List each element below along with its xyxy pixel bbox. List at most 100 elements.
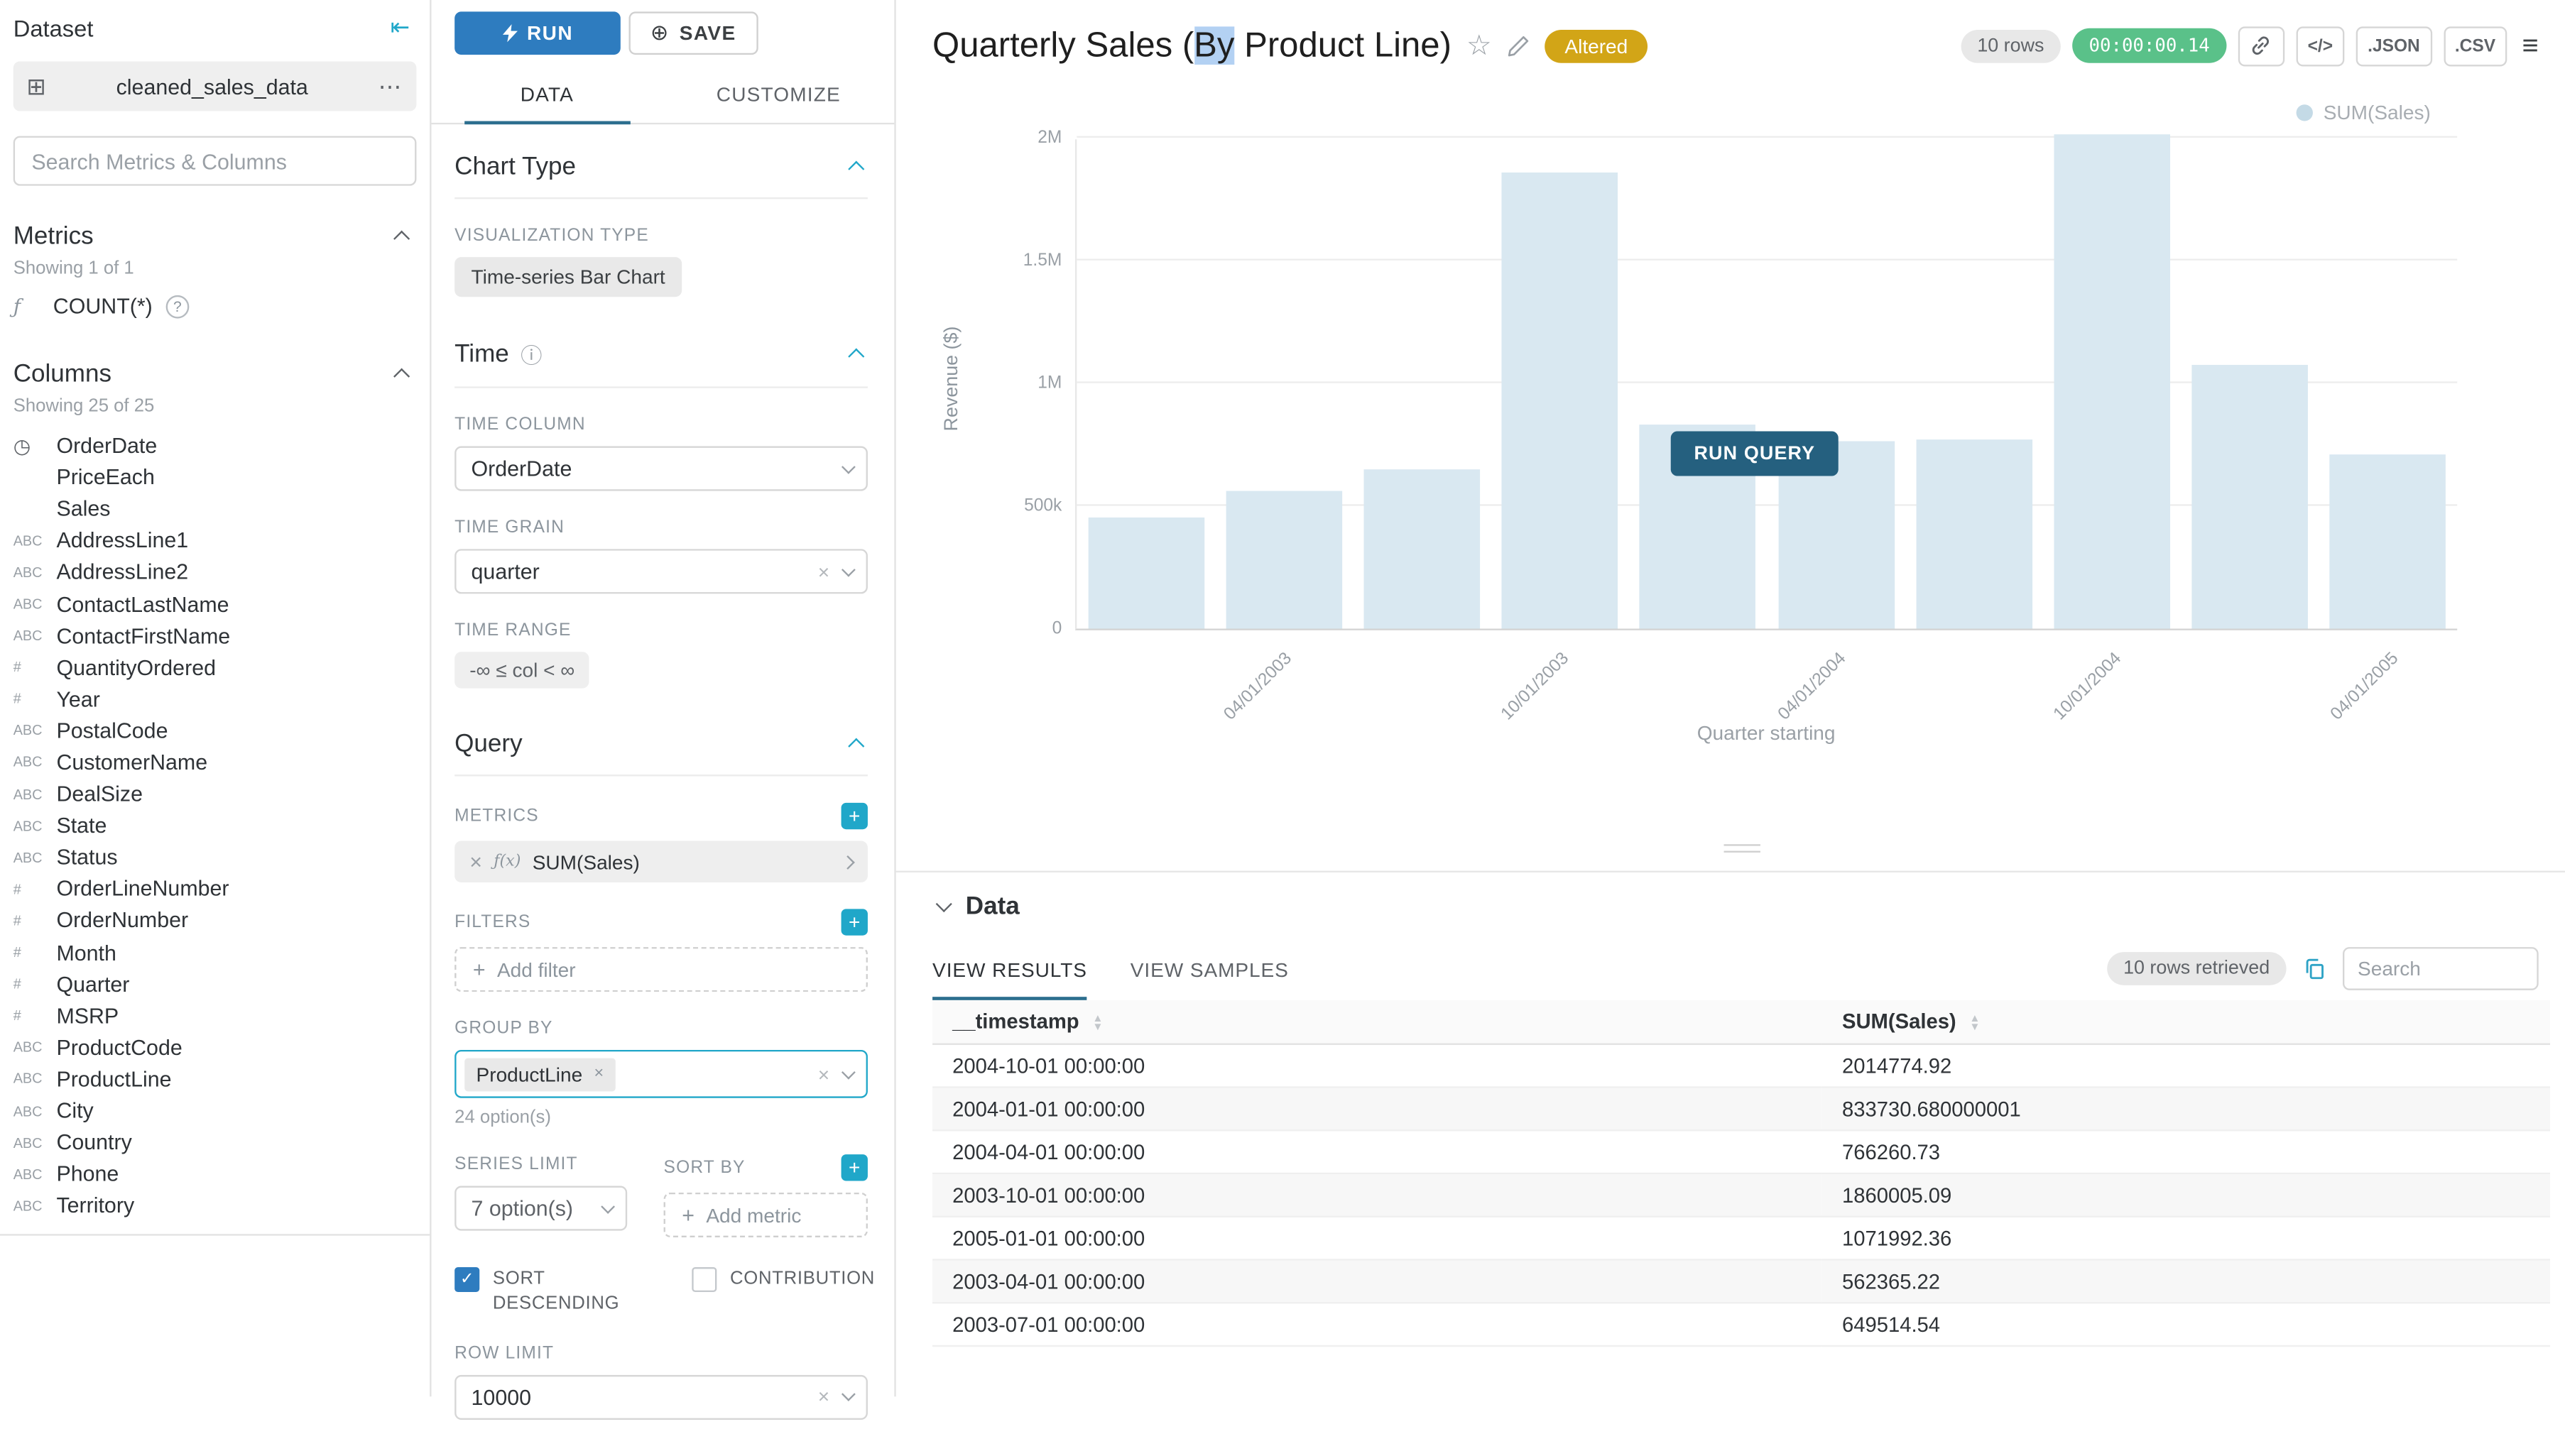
copy-icon[interactable] — [2303, 957, 2326, 980]
data-panel-header[interactable]: Data — [896, 892, 2565, 921]
metrics-section-header[interactable]: Metrics — [0, 222, 430, 251]
bar[interactable] — [1363, 469, 1480, 629]
column-item[interactable]: ABC Status — [0, 841, 430, 873]
sort-icon[interactable]: ▲ ▼ — [1092, 1012, 1104, 1033]
sort-descending-checkbox[interactable]: ✓ SORT DESCENDING — [454, 1267, 626, 1316]
column-item[interactable]: ABC State — [0, 809, 430, 841]
help-icon[interactable]: ? — [165, 294, 190, 318]
group-by-select[interactable]: ProductLine × × — [454, 1049, 868, 1098]
query-section-header[interactable]: Query — [454, 701, 868, 777]
chevron-down-icon[interactable] — [935, 895, 952, 913]
clear-icon[interactable]: × — [817, 559, 830, 584]
bar[interactable] — [2192, 365, 2309, 629]
chart-legend[interactable]: SUM(Sales) — [2297, 102, 2431, 124]
columns-section-header[interactable]: Columns — [0, 360, 430, 388]
dataset-selector[interactable]: ⊞ cleaned_sales_data ⋯ — [13, 61, 417, 111]
text-column-type-icon: ABC — [13, 1165, 43, 1183]
export-csv-button[interactable]: .CSV — [2443, 26, 2507, 66]
time-grain-select[interactable]: quarter × — [454, 549, 868, 594]
remove-chip-icon[interactable]: × — [594, 1064, 604, 1083]
checkbox-unchecked-icon[interactable] — [692, 1267, 717, 1293]
add-metric-button[interactable]: + — [841, 802, 868, 830]
clear-icon[interactable]: × — [817, 1062, 830, 1086]
time-column-select[interactable]: OrderDate — [454, 446, 868, 491]
dataset-more-icon[interactable]: ⋯ — [378, 72, 403, 99]
chart-resize-handle[interactable] — [1723, 839, 1760, 857]
column-header[interactable]: __timestamp ▲ ▼ — [932, 1000, 1822, 1045]
column-item[interactable]: ABC Territory — [0, 1190, 430, 1222]
chart-type-section-header[interactable]: Chart Type — [454, 124, 868, 199]
column-item-label: Quarter — [56, 971, 130, 997]
view-query-button[interactable]: </> — [2296, 26, 2345, 66]
bar[interactable] — [1087, 518, 1204, 629]
code-icon: </> — [2307, 35, 2333, 56]
metric-pill[interactable]: × ƒ(x) SUM(Sales) — [454, 841, 868, 882]
remove-metric-icon[interactable]: × — [469, 849, 482, 875]
column-item[interactable]: # OrderLineNumber — [0, 873, 430, 905]
column-item[interactable]: ABC AddressLine1 — [0, 525, 430, 557]
export-json-button[interactable]: .JSON — [2356, 26, 2432, 66]
column-item[interactable]: ABC City — [0, 1095, 430, 1127]
metric-item[interactable]: ƒ COUNT(*) ? — [0, 289, 430, 324]
column-item[interactable]: ABC AddressLine2 — [0, 557, 430, 589]
tab-customize[interactable]: CUSTOMIZE — [716, 82, 841, 106]
column-item[interactable]: ABC PostalCode — [0, 715, 430, 747]
column-item[interactable]: ABC ContactLastName — [0, 588, 430, 620]
group-by-label: GROUP BY — [454, 1018, 553, 1039]
text-column-type-icon: ABC — [13, 532, 43, 549]
tab-view-results[interactable]: VIEW RESULTS — [932, 958, 1087, 1000]
favorite-star-icon[interactable]: ☆ — [1466, 28, 1492, 61]
add-sort-metric-dropzone[interactable]: + Add metric — [663, 1192, 868, 1237]
column-item[interactable]: # Year — [0, 683, 430, 715]
column-item[interactable]: ABC ProductCode — [0, 1031, 430, 1063]
tab-view-samples[interactable]: VIEW SAMPLES — [1130, 958, 1289, 982]
column-header[interactable]: SUM(Sales) ▲ ▼ — [1821, 1000, 2551, 1045]
save-button[interactable]: ⊕ SAVE — [628, 11, 758, 55]
group-by-chip[interactable]: ProductLine × — [464, 1057, 616, 1091]
time-range-chip[interactable]: -∞ ≤ col < ∞ — [454, 652, 590, 689]
add-sort-metric-button[interactable]: + — [841, 1154, 868, 1181]
share-link-button[interactable] — [2238, 26, 2284, 66]
column-item[interactable]: Sales — [0, 493, 430, 525]
bar[interactable] — [1916, 439, 2032, 629]
chart-title[interactable]: Quarterly Sales (By Product Line) — [932, 26, 1452, 64]
edit-title-icon[interactable] — [1507, 34, 1530, 58]
column-item[interactable]: ABC ContactFirstName — [0, 620, 430, 652]
run-query-button[interactable]: RUN QUERY — [1670, 431, 1839, 476]
plus-icon: + — [472, 957, 486, 982]
bar[interactable] — [1226, 491, 1342, 629]
results-search-input[interactable] — [2342, 947, 2539, 990]
altered-badge[interactable]: Altered — [1545, 28, 1648, 62]
series-limit-select[interactable]: 7 option(s) — [454, 1186, 628, 1231]
contribution-checkbox[interactable]: CONTRIBUTION — [692, 1267, 875, 1316]
bar[interactable] — [1502, 172, 1618, 629]
dataset-name: cleaned_sales_data — [116, 73, 308, 99]
add-filter-button[interactable]: + — [841, 909, 868, 936]
bar[interactable] — [2054, 133, 2170, 629]
column-item[interactable]: # QuantityOrdered — [0, 651, 430, 683]
column-item[interactable]: ABC DealSize — [0, 778, 430, 810]
y-axis-tick-label: 1.5M — [1023, 250, 1062, 270]
add-filter-dropzone[interactable]: + Add filter — [454, 947, 868, 992]
column-item[interactable]: ◷ OrderDate — [0, 429, 430, 461]
viz-type-chip[interactable]: Time-series Bar Chart — [454, 257, 682, 297]
column-item[interactable]: ABC CustomerName — [0, 746, 430, 778]
bar[interactable] — [2330, 454, 2446, 629]
column-item[interactable]: # MSRP — [0, 1000, 430, 1031]
column-item[interactable]: ABC Country — [0, 1127, 430, 1159]
time-section-header[interactable]: Time ⓘ — [454, 310, 868, 388]
search-metrics-input[interactable] — [13, 136, 417, 186]
menu-button[interactable]: ≡ — [2519, 29, 2542, 62]
sort-icon[interactable]: ▲ ▼ — [1969, 1012, 1981, 1033]
chart-canvas[interactable]: SUM(Sales) Revenue ($) 0 500k 1M 1.5M 2M 04/… — [896, 92, 2565, 871]
column-item[interactable]: ABC ProductLine — [0, 1063, 430, 1095]
collapse-panel-icon[interactable]: ⇤ — [390, 13, 410, 40]
column-item[interactable]: PriceEach — [0, 461, 430, 493]
checkbox-checked-icon[interactable]: ✓ — [454, 1267, 480, 1293]
run-button[interactable]: RUN — [454, 11, 621, 55]
column-item[interactable]: # Quarter — [0, 968, 430, 1000]
column-item[interactable]: ABC Phone — [0, 1158, 430, 1190]
tab-data[interactable]: DATA — [431, 68, 663, 125]
column-item[interactable]: # Month — [0, 936, 430, 968]
column-item[interactable]: # OrderNumber — [0, 904, 430, 936]
